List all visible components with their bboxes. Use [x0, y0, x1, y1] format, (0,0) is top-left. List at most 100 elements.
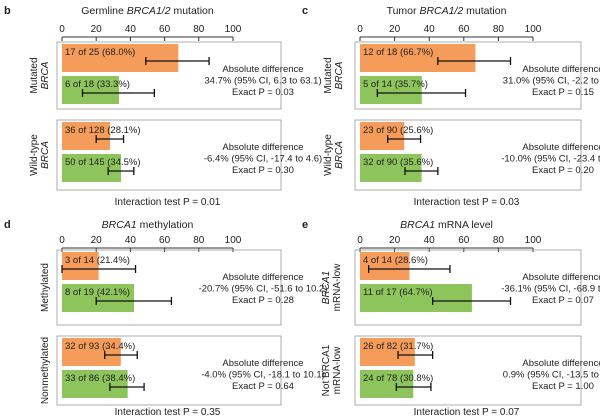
annotation-line: Exact P = 1.00: [532, 381, 594, 392]
group-label-line: Methylated: [40, 263, 51, 312]
interaction-test-label: Interaction test P = 0.01: [115, 197, 221, 208]
green-bar: [360, 76, 422, 104]
annotation-line: -20.7% (95% CI, -51.6 to 10.2): [199, 284, 328, 295]
panel-letter: d: [4, 219, 11, 231]
group-frame: [56, 41, 282, 110]
green-bar: [360, 370, 414, 398]
annotation-line: -6.4% (95% CI, -17.4 to 4.6): [204, 154, 322, 165]
panel-title: BRCA1 mRNA level: [400, 219, 493, 231]
panel-title-gene: BRCA1: [400, 219, 435, 231]
orange-bar: [360, 44, 476, 72]
annotation-line: Exact P = 0.03: [232, 87, 294, 98]
x-tick-label: 20: [91, 235, 103, 246]
x-tick-label: 40: [125, 235, 137, 246]
panel-title: Germline BRCA1/2 mutation: [81, 5, 214, 17]
group-label-line: Nonmethylated: [40, 337, 51, 404]
annotation-line: 0.9% (95% CI, -13.5 to 15.3): [503, 370, 600, 381]
x-tick-label: 80: [193, 24, 205, 35]
x-tick-label: 80: [493, 235, 505, 246]
x-tick-label: 20: [91, 24, 103, 35]
panel-letter: e: [302, 219, 308, 231]
bar-label: 11 of 17 (64.7%): [363, 287, 433, 298]
annotation-line: -10.0% (95% CI, -23.4 to 3.4): [501, 154, 600, 165]
panel-title: BRCA1 methylation: [102, 219, 194, 231]
green-bar: [62, 284, 134, 312]
panel-d: d BRCA1 methylation 0 20 40 60 80 100 Methylated…: [4, 219, 327, 418]
group-label: BRCA1 mRNA-low: [321, 263, 343, 312]
panel-c: c Tumor BRCA1/2 mutation 0 20 40 60 80 100 Mutat…: [302, 5, 600, 208]
bar-label: 23 of 90 (25.6%): [363, 125, 433, 136]
group-label: Methylated: [40, 263, 51, 312]
annotation-line: -36.1% (95% CI, -68.9 to 3.3): [501, 284, 600, 295]
panel-title-post: methylation: [137, 219, 194, 231]
x-tick-label: 100: [525, 235, 542, 246]
orange-bar: [360, 338, 415, 366]
bar-label: 5 of 14 (35.7%): [363, 79, 428, 90]
group-label-line: BRCA: [334, 141, 345, 169]
green-bar: [62, 76, 119, 104]
bar-label: 4 of 14 (28.6%): [363, 255, 428, 266]
bar-label: 3 of 14 (21.4%): [65, 255, 130, 266]
bar-label: 32 of 90 (35.6%): [363, 157, 433, 168]
x-tick-label: 100: [225, 24, 242, 35]
group-label-line: Mutated: [29, 57, 40, 93]
annotation-line: Absolute difference: [222, 142, 303, 153]
bar-label: 6 of 18 (33.3%): [65, 79, 130, 90]
panel-title-gene: BRCA1: [102, 219, 137, 231]
annotation-line: Exact P = 0.20: [532, 165, 594, 176]
annotation-line: Exact P = 0.30: [232, 165, 294, 176]
orange-bar: [360, 122, 405, 150]
group-label: Wild-type BRCA: [323, 134, 345, 176]
x-tick-label: 0: [59, 235, 65, 246]
group-label-line: Wild-type: [323, 134, 334, 176]
group-label-line: BRCA: [334, 61, 345, 89]
orange-bar: [62, 122, 111, 150]
interaction-test-label: Interaction test P = 0.35: [115, 407, 221, 418]
panel-title-post: mRNA level: [435, 219, 493, 231]
annotation-line: Absolute difference: [222, 64, 303, 75]
bar-label: 24 of 78 (30.8%): [363, 373, 433, 384]
annotation-line: Absolute difference: [522, 358, 600, 369]
x-tick-label: 0: [59, 24, 65, 35]
group-label-line: Mutated: [323, 57, 334, 93]
panel-title-gene: BRCA1/2: [127, 5, 171, 17]
annotation-line: Exact P = 0.28: [232, 295, 294, 306]
group-label-line: BRCA: [40, 61, 51, 89]
group-label-line: BRCA: [40, 141, 51, 169]
panel-title-gene: BRCA1/2: [419, 5, 463, 17]
orange-bar: [62, 252, 99, 280]
interaction-test-label: Interaction test P = 0.03: [414, 197, 520, 208]
x-tick-label: 100: [225, 235, 242, 246]
annotation-line: 31.0% (95% CI, -2.2 to 64.2): [503, 76, 600, 87]
x-tick-label: 20: [389, 235, 401, 246]
group-label: Nonmethylated: [40, 337, 51, 404]
annotation-line: Absolute difference: [522, 142, 600, 153]
green-bar: [62, 370, 128, 398]
orange-bar: [62, 44, 179, 72]
annotation-line: Absolute difference: [522, 272, 600, 283]
bar-label: 12 of 18 (66.7%): [363, 47, 433, 58]
group-frame: [56, 249, 282, 326]
annotation-line: 34.7% (95% CI, 6.3 to 63.1): [204, 76, 321, 87]
interaction-test-label: Interaction test P = 0.07: [414, 407, 520, 418]
group-frame: [56, 119, 282, 191]
group-label: Mutated BRCA: [29, 57, 51, 93]
panel-b: b Germline BRCA1/2 mutation 0 20 40 60 80 100 Mu…: [4, 5, 322, 208]
panel-title-pre: Germline: [81, 5, 127, 17]
x-tick-label: 20: [389, 24, 401, 35]
bar-label: 26 of 82 (31.7%): [363, 341, 433, 352]
x-tick-label: 80: [493, 24, 505, 35]
green-bar: [360, 284, 472, 312]
panel-title-pre: Tumor: [387, 5, 420, 17]
panel-title-post: mutation: [171, 5, 214, 17]
group-frame: [354, 119, 582, 191]
annotation-line: Exact P = 0.15: [532, 87, 594, 98]
group-label-line: mRNA-low: [332, 263, 343, 312]
x-tick-label: 0: [357, 235, 363, 246]
bar-label: 8 of 19 (42.1%): [65, 287, 130, 298]
group-label-line: BRCA1: [321, 271, 332, 304]
bar-label: 50 of 145 (34.5%): [65, 157, 141, 168]
x-tick-label: 40: [424, 24, 436, 35]
